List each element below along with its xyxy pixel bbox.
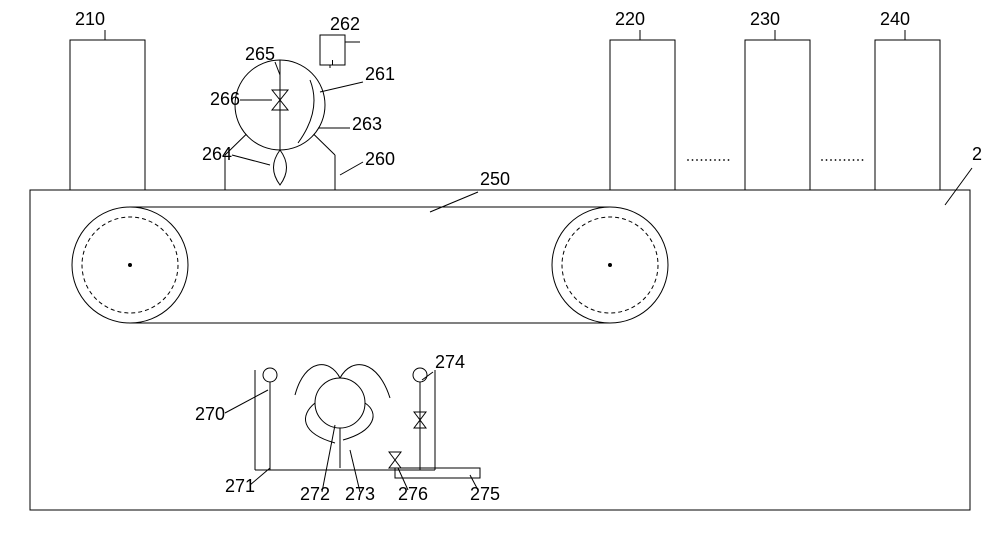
label-272: 272 [300, 484, 330, 504]
box-240 [875, 40, 940, 190]
fan-blade [305, 403, 335, 443]
label-210: 210 [75, 9, 105, 29]
label-264: 264 [202, 144, 232, 164]
box-210 [70, 40, 145, 190]
label-230: 230 [750, 9, 780, 29]
label-275: 275 [470, 484, 500, 504]
fan-blade [340, 365, 390, 398]
diagram-root: 210 220 230 240 250 2 262 265 261 266 263 264 260 274… [0, 0, 1000, 534]
label-263: 263 [352, 114, 382, 134]
label-265: 265 [245, 44, 275, 64]
box-220 [610, 40, 675, 190]
label-261: 261 [365, 64, 395, 84]
label-2: 2 [972, 144, 982, 164]
element-263 [298, 80, 314, 143]
post-top-right [413, 368, 427, 382]
label-220: 220 [615, 9, 645, 29]
label-273: 273 [345, 484, 375, 504]
main-frame [30, 190, 970, 510]
fan-blade [295, 365, 340, 395]
label-266: 266 [210, 89, 240, 109]
label-250: 250 [480, 169, 510, 189]
label-240: 240 [880, 9, 910, 29]
label-276: 276 [398, 484, 428, 504]
fan-hub [315, 378, 365, 428]
nozzle-264 [274, 150, 287, 185]
label-260: 260 [365, 149, 395, 169]
valve-276 [389, 452, 401, 468]
label-271: 271 [225, 476, 255, 496]
label-270: 270 [195, 404, 225, 424]
label-262: 262 [330, 14, 360, 34]
post-top-left [263, 368, 277, 382]
label-274: 274 [435, 352, 465, 372]
box-230 [745, 40, 810, 190]
fan-blade [343, 403, 373, 440]
